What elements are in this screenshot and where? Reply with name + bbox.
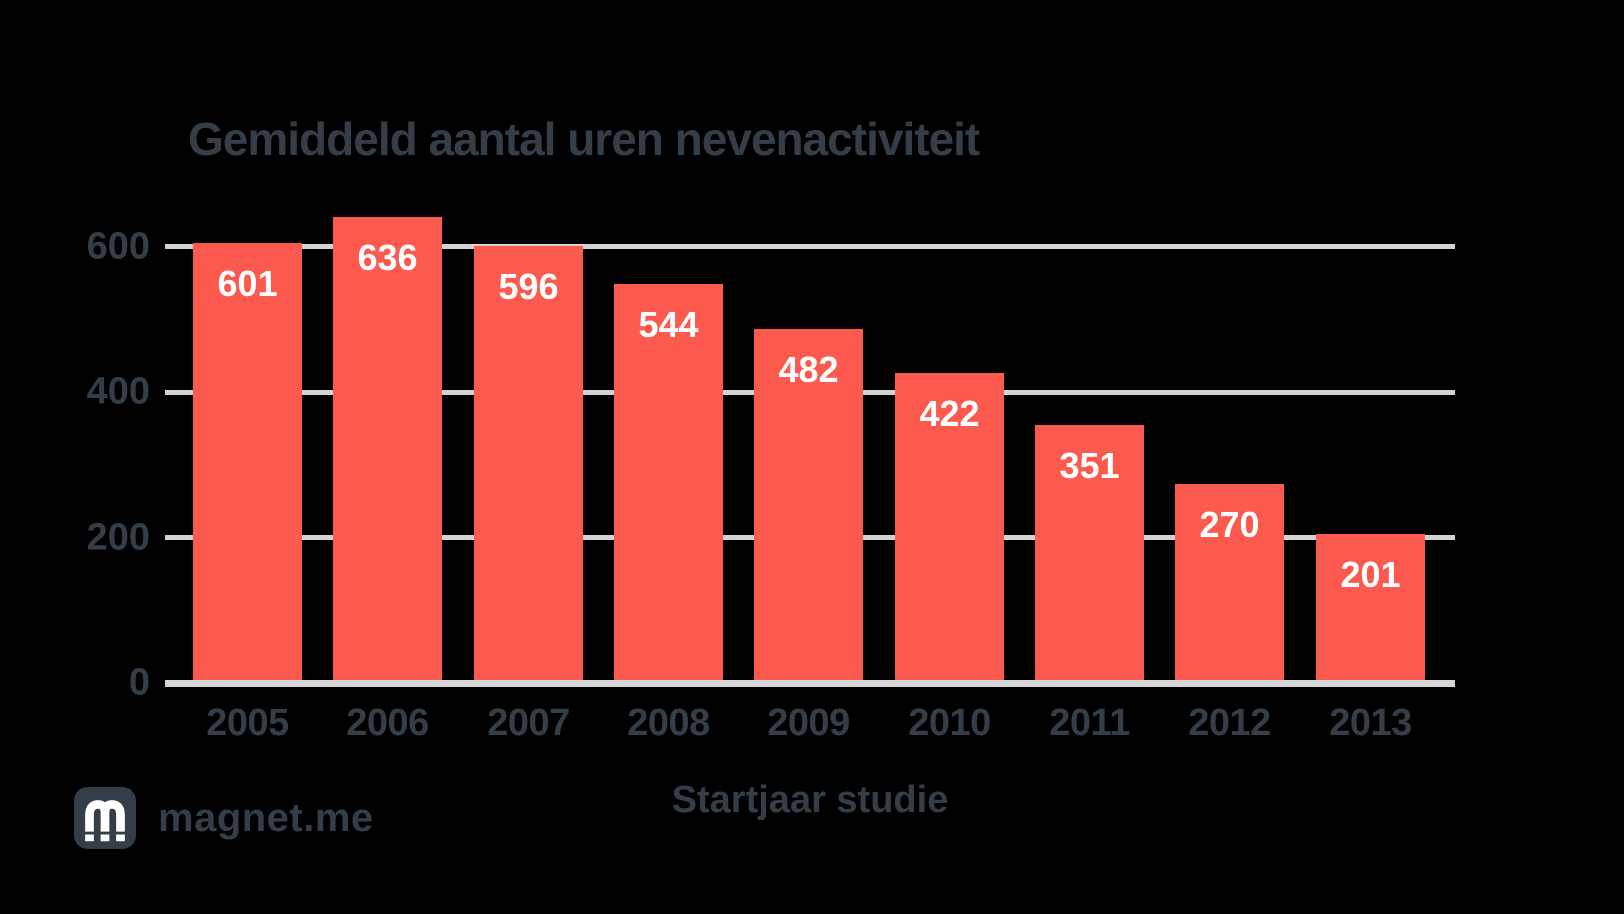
bar-2012: 270 xyxy=(1175,484,1284,680)
brand-logo: magnet.me xyxy=(74,787,374,849)
bar-value-label: 201 xyxy=(1340,554,1401,595)
x-tick-label: 2006 xyxy=(346,702,429,744)
bar-value-label: 270 xyxy=(1199,504,1260,545)
bar-value-label: 482 xyxy=(778,349,839,390)
x-tick-label: 2010 xyxy=(908,702,991,744)
bar-value-label: 544 xyxy=(638,304,699,345)
x-tick-label: 2012 xyxy=(1188,702,1271,744)
y-tick-label: 200 xyxy=(86,516,150,558)
x-tick-label: 2008 xyxy=(627,702,710,744)
x-tick-label: 2005 xyxy=(206,702,289,744)
gridline xyxy=(165,244,1455,249)
x-axis-title: Startjaar studie xyxy=(671,779,949,821)
y-tick-label: 0 xyxy=(128,661,150,704)
bar-2006: 636 xyxy=(333,217,442,680)
bar-2008: 544 xyxy=(614,284,723,680)
bar-value-label: 596 xyxy=(498,266,559,307)
bar-value-label: 636 xyxy=(357,237,418,278)
bar-2005: 601 xyxy=(193,243,302,680)
y-tick-label: 600 xyxy=(86,225,150,267)
x-tick-label: 2013 xyxy=(1329,702,1412,744)
y-tick-label: 400 xyxy=(86,370,150,413)
brand-name: magnet.me xyxy=(158,795,374,840)
bar-value-label: 601 xyxy=(217,263,278,304)
bar-value-label: 422 xyxy=(919,393,980,434)
magnet-m-icon xyxy=(74,787,136,849)
x-axis-line xyxy=(165,680,1455,687)
x-tick-label: 2011 xyxy=(1049,702,1130,744)
bar-2009: 482 xyxy=(754,329,863,680)
bar-2013: 201 xyxy=(1316,534,1425,680)
bar-2011: 351 xyxy=(1035,425,1144,680)
chart-title: Gemiddeld aantal uren nevenactiviteit xyxy=(188,113,980,165)
bar-value-label: 351 xyxy=(1059,445,1120,486)
bar-2010: 422 xyxy=(895,373,1004,680)
bar-2007: 596 xyxy=(474,246,583,680)
x-tick-label: 2009 xyxy=(767,702,850,744)
x-tick-label: 2007 xyxy=(487,702,570,744)
